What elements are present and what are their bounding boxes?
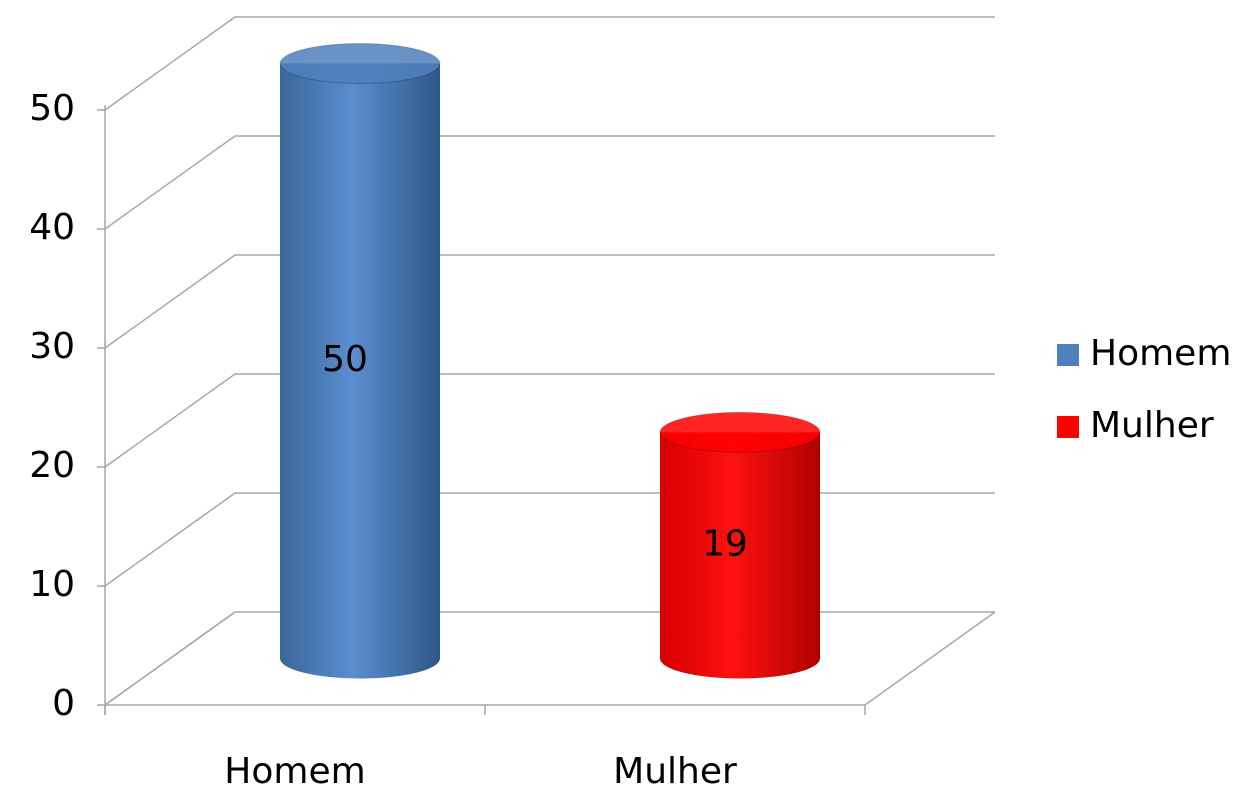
grid-line: [104, 135, 995, 230]
grid-line: [104, 611, 995, 706]
bar-top: [659, 411, 821, 453]
legend-label: Homem: [1090, 333, 1231, 374]
x-tick-label: Mulher: [613, 751, 737, 787]
y-tick-label: 50: [29, 88, 75, 129]
floor: [104, 611, 996, 706]
bar: [279, 43, 441, 679]
legend-swatch: [1057, 416, 1079, 438]
grid-line: [104, 254, 995, 349]
y-tick-label: 10: [29, 564, 75, 605]
y-tick-label: 20: [29, 445, 75, 486]
bar: [659, 411, 821, 679]
y-tick-label: 0: [52, 683, 75, 724]
data-label: 50: [322, 339, 368, 380]
y-tick-label: 30: [29, 326, 75, 367]
bar-body: [280, 63, 440, 679]
legend-label: Mulher: [1090, 405, 1214, 446]
data-label: 19: [702, 523, 748, 564]
grid-line: [104, 492, 995, 587]
legend-swatch: [1057, 344, 1079, 366]
y-tick-label: 40: [29, 207, 75, 248]
grid-line: [104, 373, 995, 468]
bar-body: [660, 432, 820, 679]
grid-line: [104, 16, 995, 111]
bar-top: [279, 43, 441, 84]
x-tick-label: Homem: [224, 751, 365, 787]
